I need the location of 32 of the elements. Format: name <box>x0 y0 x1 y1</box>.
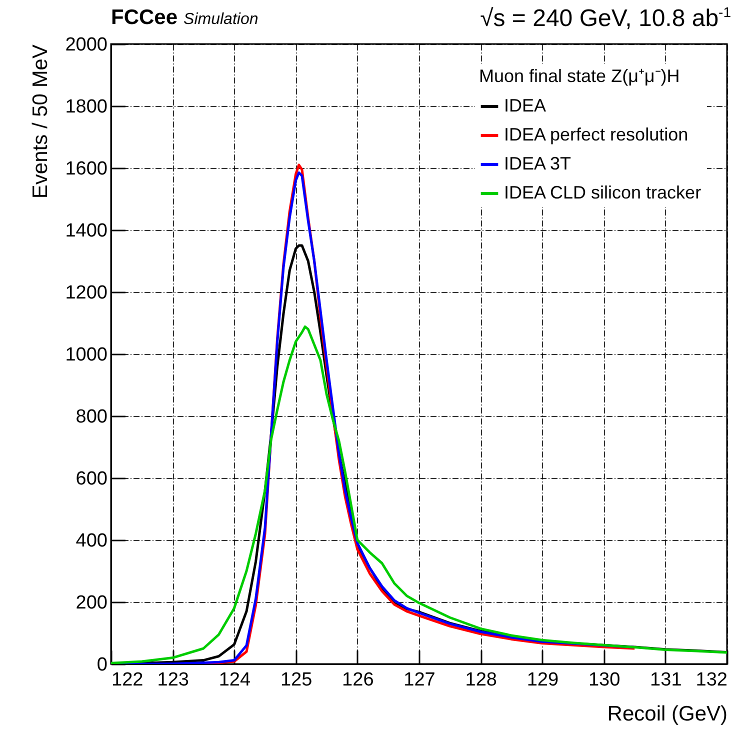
y-tick-label: 1400 <box>65 220 108 242</box>
legend-label: IDEA perfect resolution <box>504 124 688 144</box>
x-tick-label: 123 <box>157 670 189 690</box>
y-tick-label: 2000 <box>65 34 108 56</box>
y-tick-label: 0 <box>96 654 108 676</box>
y-tick-label: 200 <box>76 592 108 614</box>
x-tick-label: 128 <box>465 670 497 690</box>
y-tick-label: 400 <box>76 530 108 552</box>
chart-title: FCCee <box>111 6 178 29</box>
text: √s = 240 GeV, 10.8 ab$^{-1}$ <box>480 4 731 33</box>
legend-title: Muon final state Z(μ⁺μ⁻)H <box>479 66 680 86</box>
x-tick-label: 122 <box>112 670 144 690</box>
x-tick-label: 132 <box>696 670 728 690</box>
y-tick-label: 1800 <box>65 96 108 118</box>
x-tick-label: 124 <box>218 670 251 690</box>
x-tick-label: 130 <box>588 670 620 690</box>
x-axis-title: Recoil (GeV) <box>607 702 728 726</box>
x-tick-label: 125 <box>280 670 312 690</box>
y-tick-label: 1200 <box>65 282 108 304</box>
x-tick-label: 129 <box>526 670 559 690</box>
y-tick-label: 600 <box>76 468 108 490</box>
y-axis-title: Events / 50 MeV <box>29 44 52 199</box>
y-tick-label: 800 <box>76 406 108 428</box>
chart-subtitle: Simulation <box>184 11 258 28</box>
x-tick-label: 131 <box>650 670 682 690</box>
y-tick-label: 1600 <box>65 158 108 180</box>
legend-label: IDEA <box>504 96 546 116</box>
x-tick-label: 127 <box>404 670 436 690</box>
legend-label: IDEA 3T <box>504 154 572 174</box>
y-tick-label: 1000 <box>65 344 108 366</box>
legend-label: IDEA CLD silicon tracker <box>504 182 702 202</box>
x-tick-label: 126 <box>342 670 374 690</box>
